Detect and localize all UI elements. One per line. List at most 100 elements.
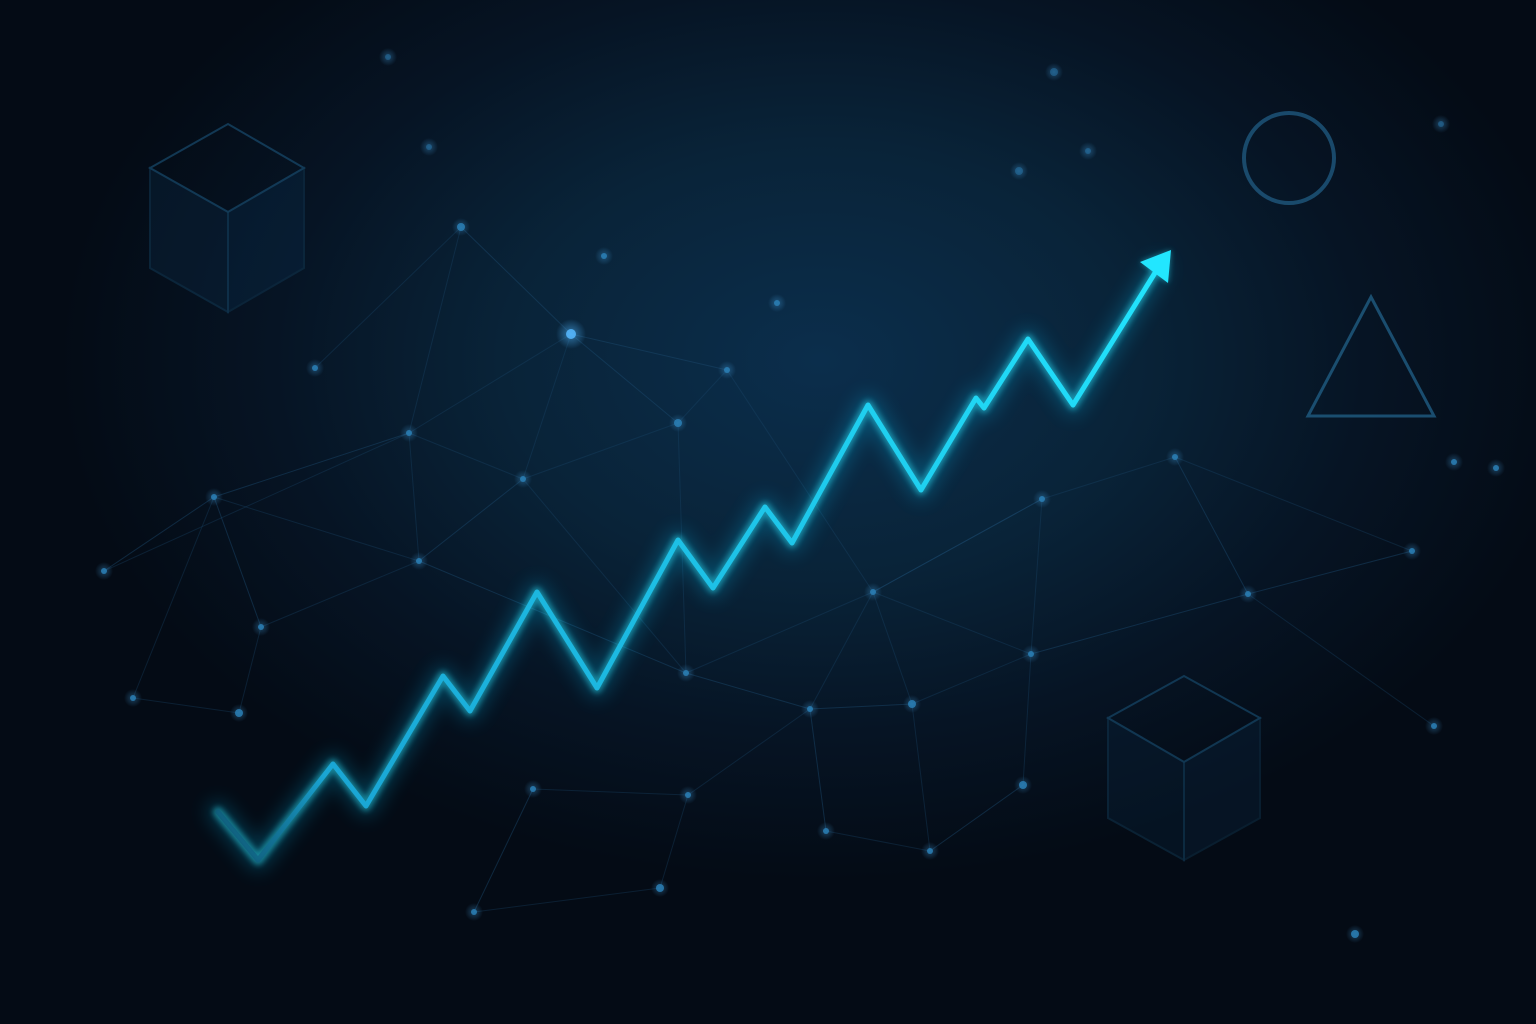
network-link	[1247, 550, 1413, 595]
network-node	[385, 54, 391, 60]
network-link	[570, 333, 679, 424]
network-node	[1172, 454, 1178, 460]
network-link	[685, 591, 874, 674]
network-link	[103, 496, 215, 572]
cube-shape-bottom-right	[1105, 674, 1263, 862]
network-node	[1409, 548, 1415, 554]
network-node	[1028, 651, 1034, 657]
network-link	[473, 887, 661, 913]
network-link	[872, 498, 1043, 593]
network-link	[532, 788, 689, 796]
cube-shape-top-left	[147, 122, 306, 314]
network-link	[408, 432, 524, 480]
network-lines	[103, 226, 1435, 913]
network-link	[570, 333, 728, 371]
network-node	[1019, 781, 1027, 789]
network-link	[726, 369, 874, 593]
network-link	[911, 703, 931, 852]
network-node	[674, 419, 682, 427]
network-node	[520, 476, 526, 482]
network-link	[809, 708, 827, 832]
network-node-glow	[420, 138, 438, 156]
network-node	[211, 494, 217, 500]
network-link	[460, 226, 572, 335]
network-link	[1030, 498, 1043, 655]
network-node	[1351, 930, 1359, 938]
network-link	[260, 560, 420, 628]
network-link	[418, 478, 524, 562]
network-node	[1085, 148, 1091, 154]
network-node	[1015, 167, 1023, 175]
network-node-glow	[1010, 162, 1028, 180]
network-link	[408, 432, 420, 562]
network-link	[872, 591, 1032, 655]
network-link	[677, 369, 728, 424]
network-link	[408, 333, 572, 434]
network-nodes	[95, 48, 1505, 943]
network-node	[1431, 723, 1437, 729]
network-node	[235, 709, 243, 717]
network-node	[416, 558, 422, 564]
network-node	[870, 589, 876, 595]
network-node	[1039, 496, 1045, 502]
network-node-glow	[379, 48, 397, 66]
network-link	[213, 496, 262, 628]
circle-shape	[1242, 111, 1336, 205]
network-node-glow	[1045, 63, 1063, 81]
network-node	[130, 695, 136, 701]
network-link	[522, 478, 687, 674]
network-link	[238, 626, 262, 714]
network-node	[457, 223, 465, 231]
network-node	[807, 706, 813, 712]
network-link	[809, 703, 913, 710]
network-node-glow	[1079, 142, 1097, 160]
network-node	[685, 792, 691, 798]
network-node	[566, 329, 576, 339]
network-link	[929, 784, 1024, 852]
network-node	[683, 670, 689, 676]
network-link	[103, 432, 410, 572]
network-node	[1493, 465, 1499, 471]
network-link	[1030, 593, 1249, 655]
arrow-head	[1140, 250, 1171, 283]
network-link	[911, 653, 1032, 705]
network-node	[774, 300, 780, 306]
network-link	[872, 498, 1043, 593]
network-node	[1438, 121, 1444, 127]
triangle-shape	[1305, 293, 1437, 418]
network-link	[1022, 653, 1032, 786]
network-link	[687, 708, 811, 796]
network-link	[825, 830, 931, 852]
network-link	[872, 591, 913, 705]
network-link	[408, 226, 462, 434]
network-link	[1247, 593, 1435, 727]
network-node	[426, 144, 432, 150]
growth-line	[207, 250, 1171, 871]
network-node	[724, 367, 730, 373]
network-node	[656, 884, 664, 892]
network-node	[1050, 68, 1058, 76]
network-link	[132, 697, 240, 714]
network-link	[1174, 456, 1413, 552]
network-node	[601, 253, 607, 259]
network-link	[473, 788, 534, 913]
network-link	[685, 672, 811, 710]
network-node	[908, 700, 916, 708]
network-node	[471, 909, 477, 915]
network-node	[530, 786, 536, 792]
trend-line	[215, 265, 1161, 863]
network-link	[1174, 456, 1249, 595]
network-link	[659, 794, 689, 889]
network-link	[132, 496, 215, 699]
network-node	[101, 568, 107, 574]
network-link	[809, 591, 874, 710]
network-node	[258, 624, 264, 630]
network-node-glow	[1432, 115, 1450, 133]
network-link	[213, 496, 420, 562]
network-node	[823, 828, 829, 834]
network-node	[406, 430, 412, 436]
network-node	[1451, 459, 1457, 465]
network-node	[927, 848, 933, 854]
